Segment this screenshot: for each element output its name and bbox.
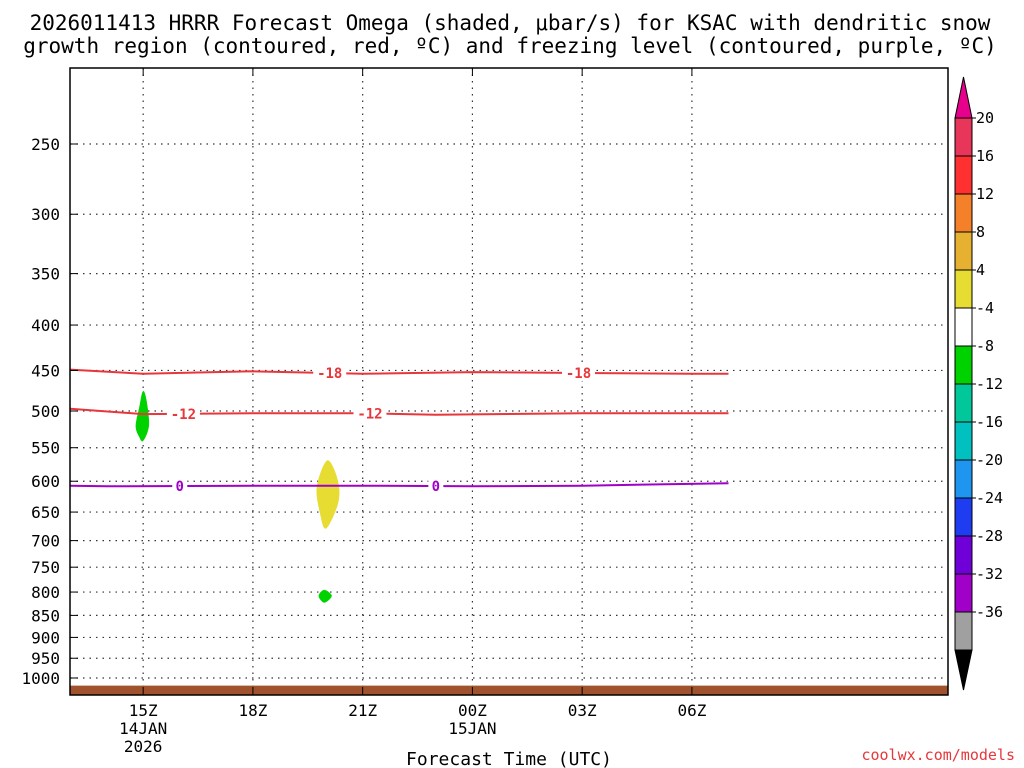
- colorbar-segment-10: [954, 497, 973, 537]
- axis-layer: 250 300 350 400 450 500 550 600 650 700 750 800 850 9…: [21, 68, 707, 756]
- dgz-minus18-label-1: -18: [566, 366, 591, 382]
- y-tick-label-700: 700: [31, 532, 60, 551]
- colorbar: 20 16 12 8 4 -4 -8 -12 -16 -20 -24 -28 -32 -36: [954, 76, 1003, 691]
- y-tick-label-500: 500: [31, 402, 60, 421]
- colorbar-label-9: -20: [976, 451, 1003, 469]
- x-axis-label: Forecast Time (UTC): [406, 749, 612, 768]
- omega-area-15z: [135, 390, 150, 442]
- freezing-level-label-0: 0: [176, 479, 184, 495]
- x-tick-label-21-0: 21Z: [348, 701, 377, 720]
- omega-area-20z-lower: [318, 589, 332, 603]
- dgz-minus18-label-bg-1: [562, 364, 596, 381]
- y-tick-label-850: 850: [31, 606, 60, 625]
- dgz-minus12-label-bg-1: [353, 405, 387, 422]
- y-tick-label-900: 900: [31, 628, 60, 647]
- x-tick-label-24-1: 15JAN: [448, 719, 496, 738]
- contour-layer: -18 -18 -12 -12 0 0: [69, 364, 729, 495]
- colorbar-label-10: -24: [976, 489, 1003, 507]
- y-tick-label-650: 650: [31, 503, 60, 522]
- colorbar-label-2: 12: [976, 185, 994, 203]
- colorbar-segment-13: [954, 611, 973, 651]
- colorbar-label-11: -28: [976, 527, 1003, 545]
- colorbar-segment-4: [954, 269, 973, 309]
- omega-fill-layer: [70, 390, 948, 695]
- colorbar-label-8: -16: [976, 413, 1003, 431]
- colorbar-segment-12: [954, 573, 973, 613]
- colorbar-label-12: -32: [976, 565, 1003, 583]
- x-tick-label-30-0: 06Z: [677, 701, 706, 720]
- colorbar-segment-3: [954, 231, 973, 271]
- colorbar-label-13: -36: [976, 603, 1003, 621]
- freezing-level-label-1: 0: [432, 479, 440, 495]
- omega-area-20z-upper: [316, 460, 340, 529]
- colorbar-top-arrow: [954, 76, 973, 119]
- y-tick-label-600: 600: [31, 472, 60, 491]
- colorbar-label-1: 16: [976, 147, 994, 165]
- chart-title-line-1: 2026011413 HRRR Forecast Omega (shaded, …: [30, 11, 991, 35]
- y-tick-label-300: 300: [31, 205, 60, 224]
- y-tick-label-450: 450: [31, 361, 60, 380]
- colorbar-segment-7: [954, 383, 973, 423]
- chart-title-line-2: growth region (contoured, red, ºC) and f…: [23, 34, 997, 58]
- colorbar-segment-1: [954, 155, 973, 195]
- colorbar-segment-0: [954, 117, 973, 157]
- freezing-level-line: [69, 482, 729, 488]
- colorbar-segment-11: [954, 535, 973, 575]
- freezing-level-label-bg-0: [172, 478, 188, 495]
- x-tick-label-15-0: 15Z: [129, 701, 158, 720]
- colorbar-segment-8: [954, 421, 973, 461]
- dgz-minus12-label-0: -12: [171, 407, 196, 423]
- dgz-minus12-label-bg-0: [166, 405, 200, 422]
- dgz-minus18-label-bg-0: [313, 365, 347, 382]
- colorbar-bottom-arrow: [954, 649, 973, 691]
- y-tick-label-400: 400: [31, 316, 60, 335]
- y-tick-label-550: 550: [31, 439, 60, 458]
- dgz-minus18-label-0: -18: [317, 366, 342, 382]
- freezing-level-label-bg-1: [428, 478, 444, 495]
- y-tick-label-1000: 1000: [21, 669, 60, 688]
- y-tick-label-350: 350: [31, 265, 60, 284]
- plot-frame: [69, 67, 949, 696]
- x-tick-label-15-2: 2026: [124, 737, 163, 756]
- y-tick-label-950: 950: [31, 649, 60, 668]
- credit-text: coolwx.com/models: [861, 746, 1015, 764]
- y-tick-label-750: 750: [31, 558, 60, 577]
- x-tick-label-27-0: 03Z: [568, 701, 597, 720]
- colorbar-label-5: -4: [976, 299, 994, 317]
- x-tick-label-18-0: 18Z: [238, 701, 267, 720]
- y-tick-label-800: 800: [31, 583, 60, 602]
- colorbar-label-3: 8: [976, 223, 985, 241]
- colorbar-segment-2: [954, 193, 973, 233]
- x-tick-label-24-0: 00Z: [458, 701, 487, 720]
- colorbar-label-4: 4: [976, 261, 985, 279]
- colorbar-segment-6: [954, 345, 973, 385]
- dgz-minus18-line: [69, 368, 729, 375]
- colorbar-segment-5: [954, 307, 973, 347]
- x-tick-label-15-1: 14JAN: [119, 719, 167, 738]
- ground-layer: [70, 685, 948, 695]
- colorbar-label-7: -12: [976, 375, 1003, 393]
- grid-layer: [70, 68, 948, 695]
- colorbar-label-0: 20: [976, 109, 994, 127]
- colorbar-label-6: -8: [976, 337, 994, 355]
- y-tick-label-250: 250: [31, 135, 60, 154]
- colorbar-segment-9: [954, 459, 973, 499]
- dgz-minus12-label-1: -12: [357, 406, 382, 422]
- plot-background: [70, 68, 948, 695]
